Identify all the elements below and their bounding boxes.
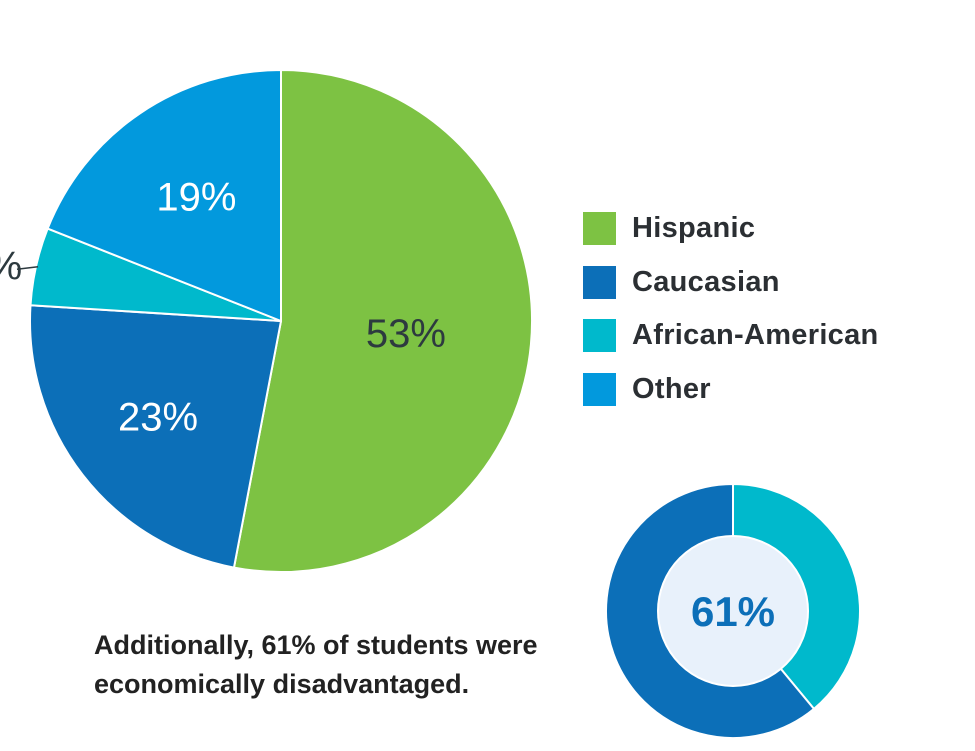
donut-center-label: 61%	[691, 588, 775, 635]
economic-note: Additionally, 61% of students were econo…	[94, 626, 594, 704]
pie-label-other: 19%	[156, 175, 236, 219]
legend-item-african-american: African-American	[583, 309, 879, 363]
legend-label-african-american: African-American	[632, 319, 879, 352]
donut-center	[657, 535, 809, 687]
economic-note-line-1: Additionally, 61% of students were	[94, 630, 538, 660]
legend-label-other: Other	[632, 372, 711, 405]
economic-note-line-2: economically disadvantaged.	[94, 669, 470, 699]
legend-label-caucasian: Caucasian	[632, 265, 780, 298]
pie-slice-other	[46, 69, 282, 322]
legend-label-hispanic: Hispanic	[632, 212, 756, 245]
legend-swatch-african-american	[583, 319, 616, 353]
pie-label-hispanic: 53%	[366, 312, 446, 356]
legend: Hispanic Caucasian African-American Othe…	[583, 202, 879, 416]
legend-item-hispanic: Hispanic	[583, 202, 879, 256]
ethnicity-pie-chart: 53% 23% 5% 19%	[0, 69, 534, 573]
pie-leader-line-african-american	[16, 265, 39, 270]
legend-item-other: Other	[583, 363, 879, 417]
pie-slice-hispanic	[232, 69, 534, 573]
economic-donut-chart: 61%	[605, 483, 861, 739]
legend-item-caucasian: Caucasian	[583, 256, 879, 310]
legend-swatch-caucasian	[583, 265, 616, 299]
legend-swatch-other	[583, 372, 616, 406]
legend-swatch-hispanic	[583, 212, 616, 246]
pie-label-african-american: 5%	[0, 245, 22, 289]
pie-label-caucasian: 23%	[118, 395, 198, 439]
pie-slice-caucasian	[29, 304, 282, 569]
